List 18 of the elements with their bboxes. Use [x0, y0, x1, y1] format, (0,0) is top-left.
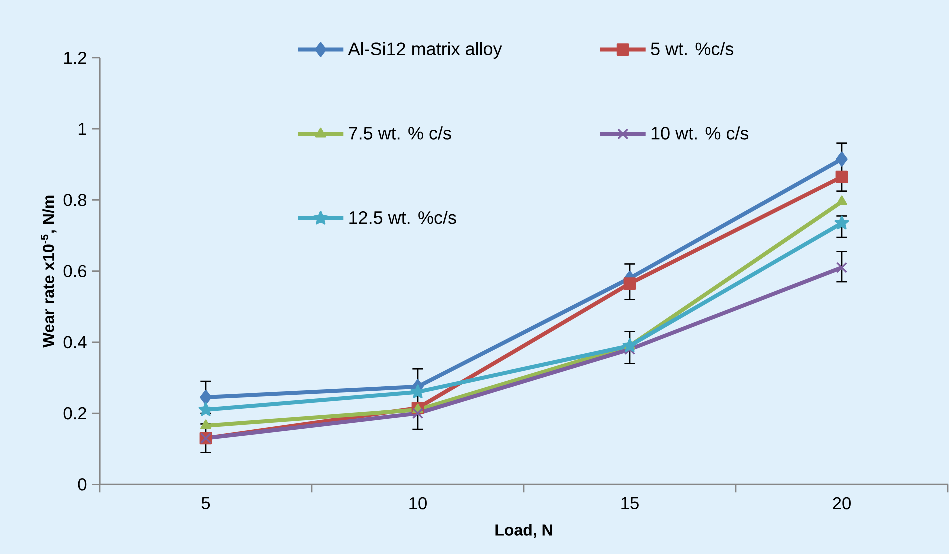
legend-label: 5 wt. %c/s: [651, 42, 734, 56]
y-axis-title: Wear rate x10$^{-5}$, N/m: [41, 196, 57, 348]
legend-label: Al-Si12 matrix alloy: [348, 42, 502, 60]
legend-label: 10 wt. % c/s: [652, 126, 749, 140]
x-tick-label: 5: [202, 497, 210, 510]
y-tick-label: 1.2: [64, 52, 86, 64]
x-tick-label: 20: [833, 497, 851, 510]
y-tick-label: 0.4: [64, 336, 87, 349]
y-tick-label: 0.8: [64, 194, 87, 206]
x-tick-label: 10: [410, 497, 427, 510]
y-tick-label: 0.6: [64, 265, 87, 278]
y-tick-label: 0.2: [64, 407, 86, 420]
legend-label: 12.5 wt. %c/s: [350, 211, 456, 224]
x-axis-title: Load, N: [496, 524, 552, 538]
x-tick-label: 15: [622, 497, 639, 510]
legend-label: 7.5 wt. % c/s: [349, 126, 452, 140]
y-tick-label: 1: [78, 123, 86, 136]
y-tick-label: 0: [78, 478, 87, 491]
